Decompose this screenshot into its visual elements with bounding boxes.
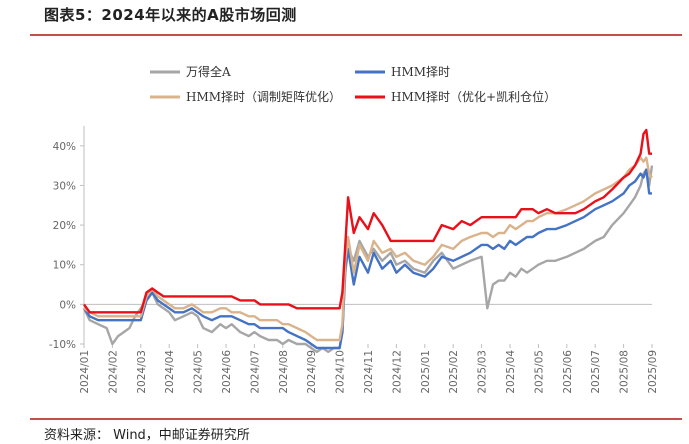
source-note: 资料来源： Wind，中邮证券研究所 [44, 428, 250, 443]
x-tick-label: 2025/05 [533, 350, 545, 394]
legend-label: 万得全A [186, 64, 231, 79]
x-tick-label: 2024/07 [249, 350, 261, 394]
series-lines [82, 128, 654, 354]
x-tick-label: 2025/03 [477, 350, 489, 394]
y-tick-label: 30% [53, 180, 76, 192]
x-tick-label: 2025/09 [647, 350, 659, 394]
x-tick-label: 2024/04 [164, 350, 176, 394]
x-tick-label: 2025/07 [590, 350, 602, 394]
footer-divider [30, 418, 682, 420]
title-divider [30, 34, 682, 36]
legend-label: HMM择时（调制矩阵优化） [186, 90, 341, 104]
y-tick-label: -10% [49, 339, 76, 351]
x-tick-label: 2024/12 [391, 350, 403, 394]
series-line [83, 168, 652, 350]
x-tick-label: 2025/02 [448, 350, 460, 394]
legend-label: HMM择时 [391, 65, 450, 79]
chart-title: 图表5：2024年以来的A股市场回测 [44, 6, 297, 24]
x-tick-label: 2025/04 [505, 350, 517, 394]
x-tick-label: 2024/10 [335, 350, 347, 394]
legend: 万得全A HMM择时 HMM择时（调制矩阵优化） HMM择时（优化+凯利仓位） [150, 64, 556, 104]
y-tick-label: 10% [53, 260, 76, 272]
x-tick-label: 2024/06 [221, 350, 233, 394]
x-tick-label: 2024/11 [363, 350, 375, 394]
x-tick-label: 2024/05 [193, 350, 205, 394]
x-tick-label: 2024/09 [306, 350, 318, 394]
x-tick-label: 2024/01 [79, 350, 91, 394]
x-tick-label: 2024/08 [278, 350, 290, 394]
x-tick-label: 2025/06 [562, 350, 574, 394]
axes: -10% 0% 10% 20% 30% 40% 2024/01 2024/02 2024/03 2… [49, 126, 659, 394]
y-tick-label: 40% [53, 141, 76, 153]
x-tick-label: 2025/08 [619, 350, 631, 394]
x-tick-label: 2024/03 [136, 350, 148, 394]
x-tick-label: 2024/02 [107, 350, 119, 394]
y-tick-label: 20% [53, 220, 76, 232]
y-tick-label: 0% [59, 299, 76, 311]
legend-label: HMM择时（优化+凯利仓位） [391, 89, 556, 104]
series-line [83, 128, 652, 314]
x-tick-label: 2025/01 [420, 350, 432, 394]
